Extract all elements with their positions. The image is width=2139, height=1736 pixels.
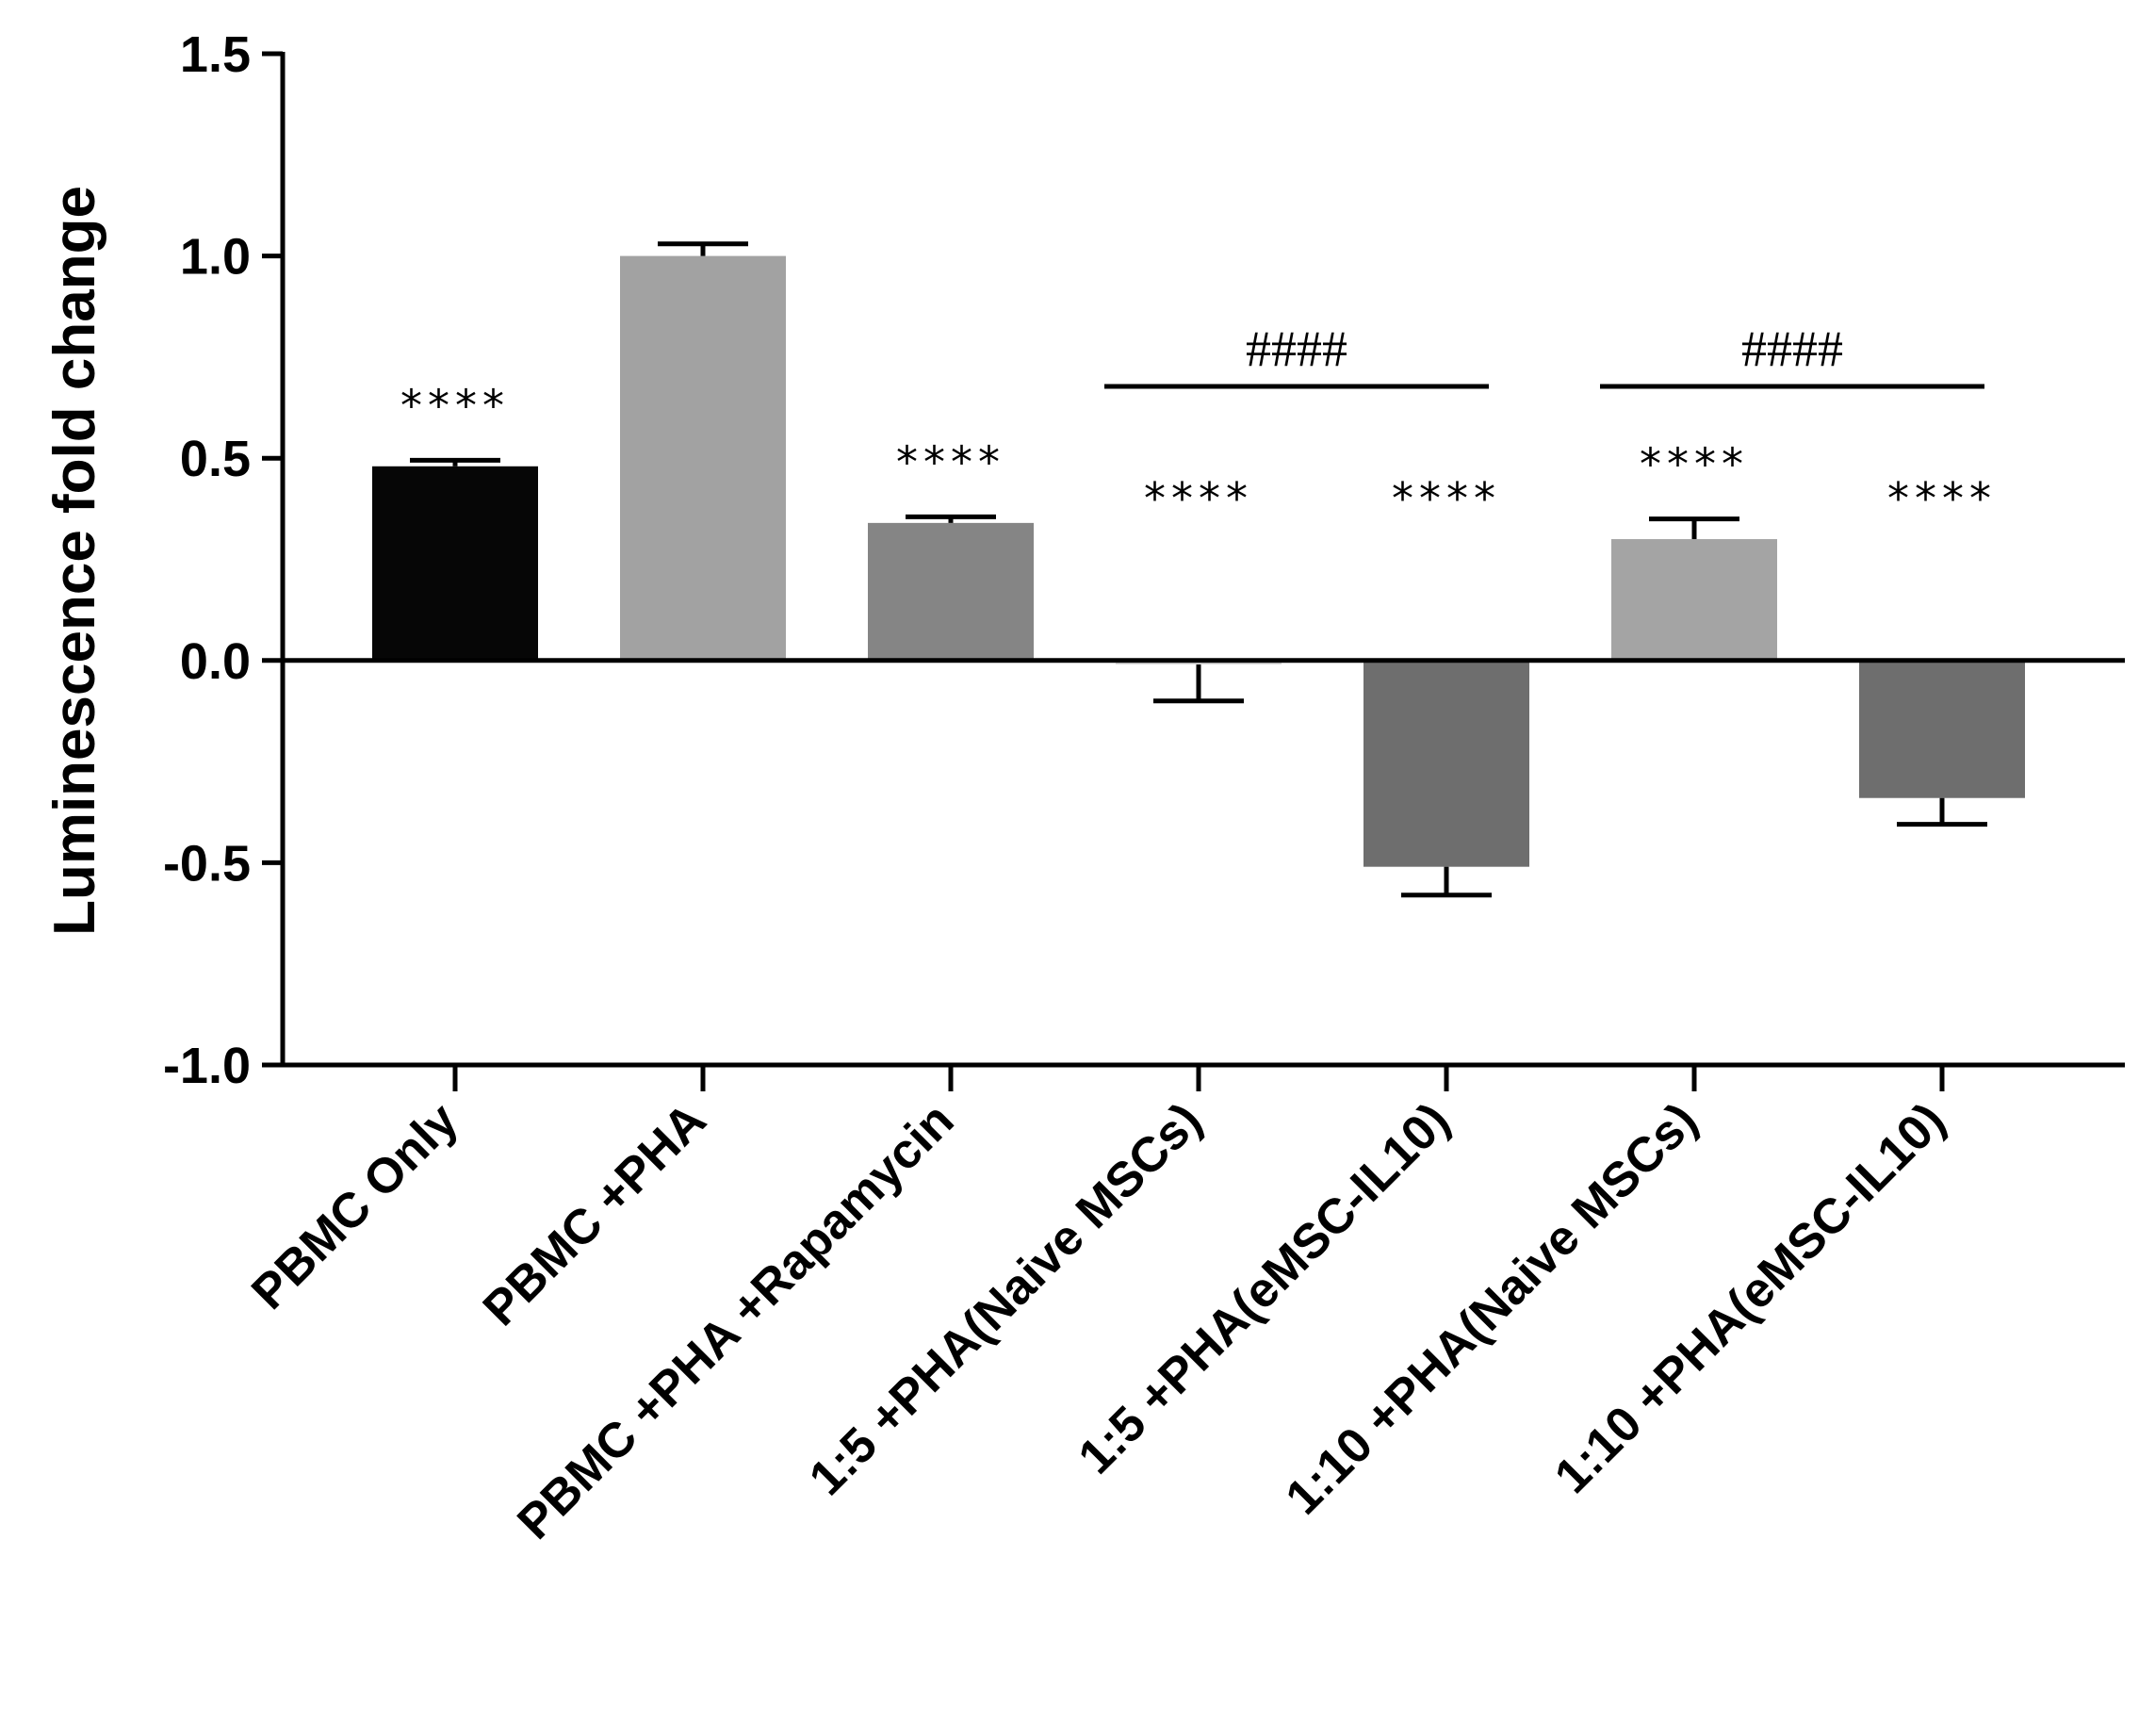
- significance-label-7: ****: [1887, 473, 1997, 524]
- annotations-layer: **** **** **** **** **** **** #### ####: [400, 320, 1997, 524]
- bar-7: [1859, 660, 2025, 798]
- x-tick-label-6: 1:10 +PHA(Naive MSCs): [1276, 1092, 1708, 1525]
- x-tick-label-4: 1:5 +PHA(Naive MSCs): [799, 1092, 1212, 1505]
- bar-1: [372, 466, 538, 661]
- x-tick-label-3: PBMC +PHA +Rapamycin: [507, 1092, 964, 1549]
- x-tick-label-2: PBMC +PHA: [473, 1092, 717, 1336]
- y-tick-label-3: 0.5: [180, 431, 251, 487]
- x-tick-label-7: 1:10 +PHA(eMSC-IL10): [1544, 1092, 1955, 1503]
- y-tick-label-2: 1.0: [180, 229, 251, 286]
- y-tick-label-1: 1.5: [180, 26, 251, 83]
- bar-3: [868, 522, 1034, 661]
- significance-label-5: ****: [1392, 473, 1501, 524]
- significance-label-4: ****: [1144, 473, 1253, 524]
- comparison-label-1: ####: [1246, 320, 1347, 377]
- bar-6: [1611, 539, 1777, 661]
- significance-label-6: ****: [1640, 439, 1749, 490]
- y-tick-label-5: -0.5: [163, 835, 251, 892]
- y-axis-label: Luminescence fold change: [42, 186, 107, 936]
- bar-2: [620, 255, 786, 661]
- bar-5: [1363, 660, 1529, 867]
- bars-layer: [372, 241, 2025, 898]
- y-tick-label-4: 0.0: [180, 633, 251, 690]
- comparison-label-2: ####: [1741, 320, 1843, 377]
- x-tick-label-1: PBMC Only: [241, 1092, 468, 1319]
- significance-label-1: ****: [400, 380, 510, 431]
- significance-label-3: ****: [896, 436, 1005, 487]
- y-tick-label-6: -1.0: [163, 1038, 251, 1094]
